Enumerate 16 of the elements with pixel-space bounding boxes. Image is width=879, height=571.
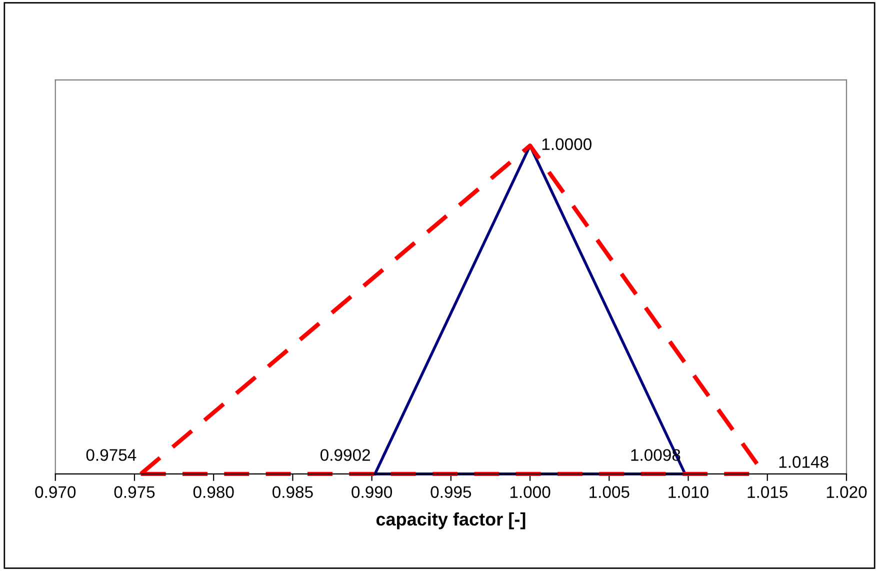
x-tick-label: 1.020 bbox=[826, 486, 867, 498]
x-tick-label: 0.980 bbox=[193, 486, 234, 498]
x-tick-label: 1.015 bbox=[748, 486, 788, 498]
x-tick-label: 0.985 bbox=[272, 486, 313, 498]
x-tick-label: 0.975 bbox=[114, 486, 155, 498]
x-tick-label: 1.000 bbox=[510, 486, 550, 498]
x-axis-title: capacity factor [-] bbox=[376, 512, 526, 530]
annotation: 0.9754 bbox=[86, 449, 136, 461]
x-tick-label: 0.995 bbox=[430, 486, 472, 498]
x-tick-label: 0.970 bbox=[35, 486, 76, 498]
annotation: 0.9902 bbox=[320, 449, 370, 461]
x-tick-label: 0.990 bbox=[352, 486, 392, 498]
annotation: 1.0148 bbox=[779, 456, 828, 468]
x-tick-label: 1.005 bbox=[590, 486, 630, 498]
x-tick-label: 1.010 bbox=[668, 486, 708, 498]
annotation: 1.0000 bbox=[542, 138, 592, 150]
